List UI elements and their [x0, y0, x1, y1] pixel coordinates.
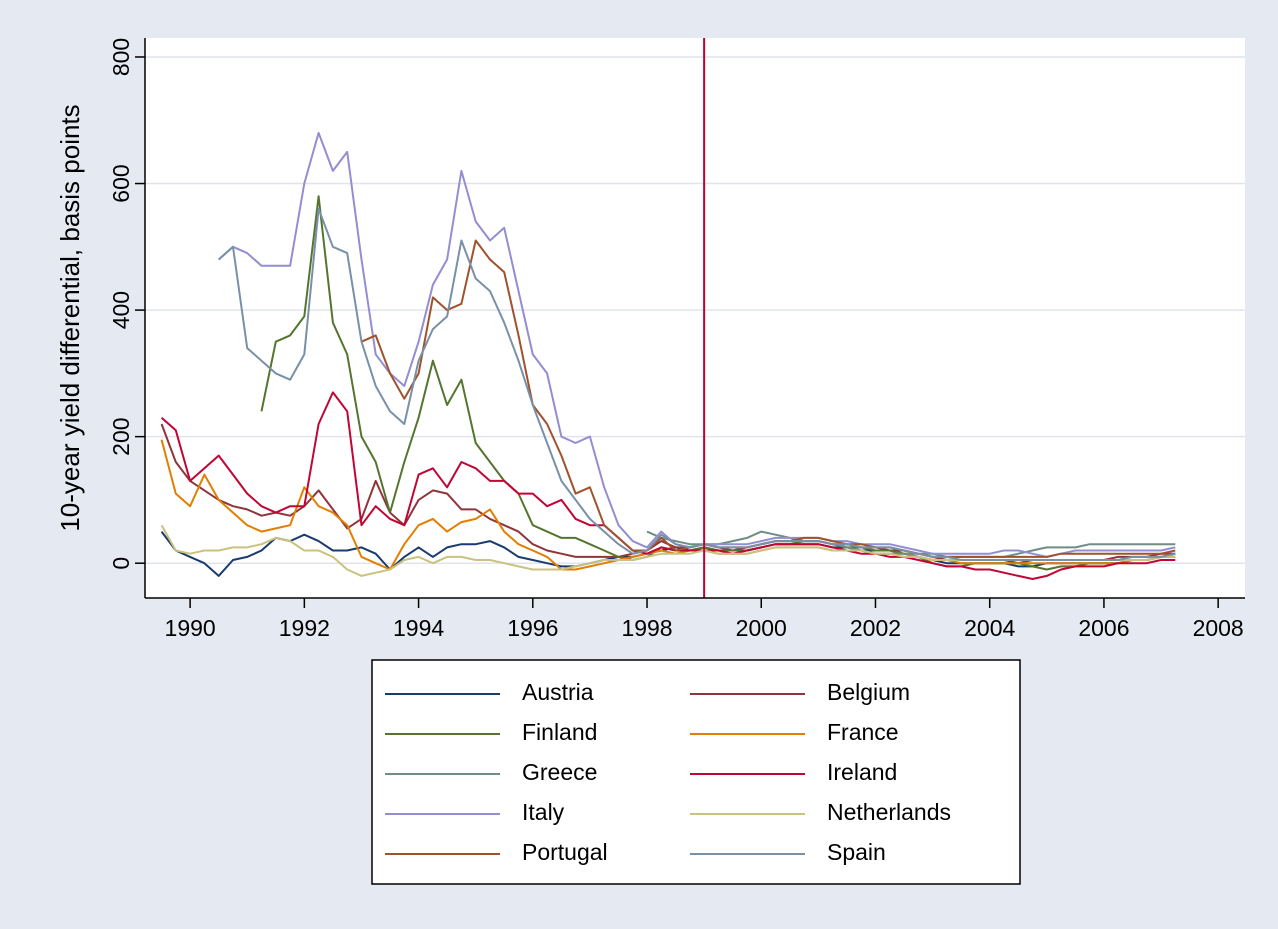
x-tick-label: 2002: [850, 615, 901, 641]
legend-label: Italy: [522, 799, 565, 825]
legend-label: Greece: [522, 759, 597, 785]
x-tick-label: 2004: [964, 615, 1015, 641]
legend-box: [371, 659, 1021, 885]
x-tick-label: 1994: [393, 615, 444, 641]
legend-label: Finland: [522, 719, 597, 745]
x-tick-label: 2008: [1193, 615, 1244, 641]
series-line: [218, 207, 1176, 561]
y-tick-label: 800: [108, 38, 134, 76]
y-tick-label: 200: [108, 417, 134, 455]
y-axis-label: 10-year yield differential, basis points: [55, 104, 85, 531]
legend-label: Portugal: [522, 839, 608, 865]
x-tick-label: 1992: [279, 615, 330, 641]
x-tick-label: 2006: [1078, 615, 1129, 641]
grid: [145, 56, 1245, 564]
plot-area: [145, 38, 1245, 598]
x-tick-label: 2000: [736, 615, 787, 641]
legend-label: Belgium: [827, 679, 910, 705]
series-line: [160, 439, 1176, 571]
y-tick-label: 400: [108, 291, 134, 329]
legend-label: France: [827, 719, 899, 745]
legend-label: Spain: [827, 839, 886, 865]
legend-label: Netherlands: [827, 799, 951, 825]
axes: 0 200 400 600 800 1990 1992 1994 1996 1998 2000 200…: [108, 38, 1245, 641]
legend-label: Austria: [522, 679, 594, 705]
x-tick-label: 1998: [621, 615, 672, 641]
y-tick-label: 600: [108, 164, 134, 202]
legend-label: Ireland: [827, 759, 897, 785]
series-line: [160, 391, 1176, 580]
legend: Austria Belgium Finland France Greece Ireland…: [385, 679, 951, 865]
y-tick-label: 0: [108, 557, 134, 570]
x-tick-label: 1990: [165, 615, 216, 641]
series-line: [646, 530, 1176, 558]
x-tick-label: 1996: [507, 615, 558, 641]
series-lines: [160, 38, 1176, 598]
